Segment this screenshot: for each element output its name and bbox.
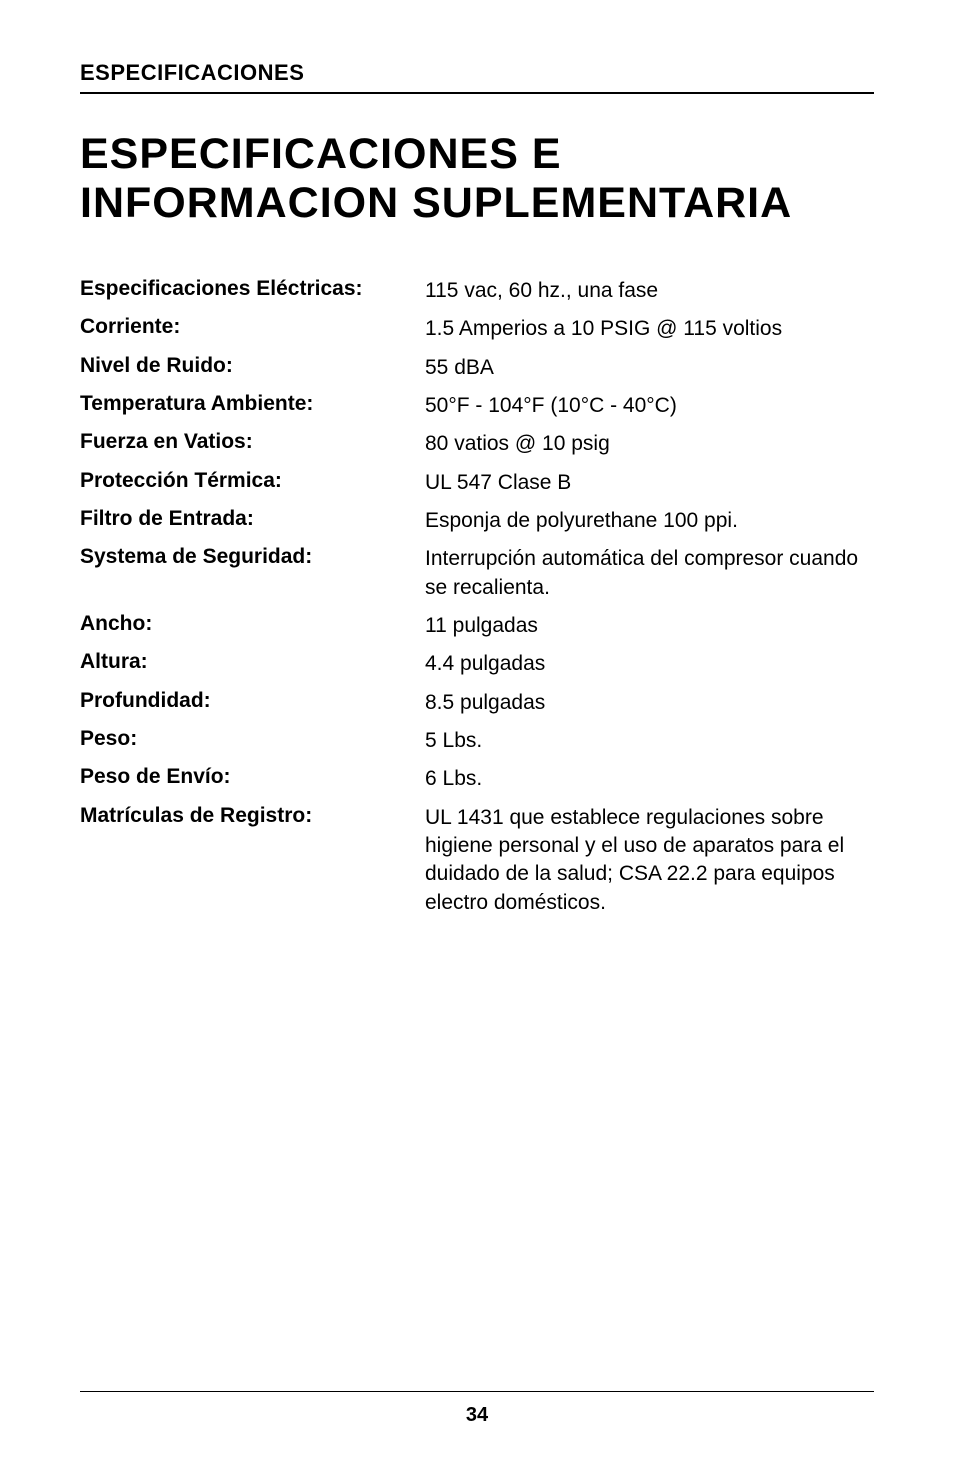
spec-row: Systema de Seguridad: Interrupción autom… bbox=[80, 545, 874, 602]
spec-value: 11 pulgadas bbox=[425, 612, 874, 640]
spec-label: Profundidad: bbox=[80, 689, 425, 713]
spec-value: 6 Lbs. bbox=[425, 765, 874, 793]
spec-label: Matrículas de Registro: bbox=[80, 804, 425, 828]
main-title: ESPECIFICACIONES E INFORMACION SUPLEMENT… bbox=[80, 130, 874, 229]
spec-row: Peso de Envío: 6 Lbs. bbox=[80, 765, 874, 793]
spec-value: Esponja de polyurethane 100 ppi. bbox=[425, 507, 874, 535]
spec-label: Filtro de Entrada: bbox=[80, 507, 425, 531]
spec-label: Peso: bbox=[80, 727, 425, 751]
page-footer: 34 bbox=[80, 1391, 874, 1427]
spec-value: UL 547 Clase B bbox=[425, 469, 874, 497]
spec-value: 55 dBA bbox=[425, 354, 874, 382]
spec-row: Corriente: 1.5 Amperios a 10 PSIG @ 115 … bbox=[80, 315, 874, 343]
main-title-line2: INFORMACION SUPLEMENTARIA bbox=[80, 179, 792, 227]
spec-table: Especificaciones Eléctricas: 115 vac, 60… bbox=[80, 277, 874, 917]
spec-label: Temperatura Ambiente: bbox=[80, 392, 425, 416]
spec-row: Temperatura Ambiente: 50°F - 104°F (10°C… bbox=[80, 392, 874, 420]
spec-label: Peso de Envío: bbox=[80, 765, 425, 789]
spec-label: Systema de Seguridad: bbox=[80, 545, 425, 569]
spec-value: Interrupción automática del compresor cu… bbox=[425, 545, 874, 602]
spec-value: 80 vatios @ 10 psig bbox=[425, 430, 874, 458]
spec-row: Altura: 4.4 pulgadas bbox=[80, 650, 874, 678]
spec-value: 4.4 pulgadas bbox=[425, 650, 874, 678]
spec-label: Corriente: bbox=[80, 315, 425, 339]
spec-row: Filtro de Entrada: Esponja de polyuretha… bbox=[80, 507, 874, 535]
spec-row: Ancho: 11 pulgadas bbox=[80, 612, 874, 640]
spec-row: Especificaciones Eléctricas: 115 vac, 60… bbox=[80, 277, 874, 305]
spec-value: 50°F - 104°F (10°C - 40°C) bbox=[425, 392, 874, 420]
spec-row: Nivel de Ruido: 55 dBA bbox=[80, 354, 874, 382]
page-number: 34 bbox=[466, 1404, 488, 1426]
spec-label: Nivel de Ruido: bbox=[80, 354, 425, 378]
section-header: ESPECIFICACIONES bbox=[80, 60, 874, 94]
spec-value: 8.5 pulgadas bbox=[425, 689, 874, 717]
spec-label: Fuerza en Vatios: bbox=[80, 430, 425, 454]
spec-value: 5 Lbs. bbox=[425, 727, 874, 755]
spec-row: Protección Térmica: UL 547 Clase B bbox=[80, 469, 874, 497]
spec-row: Profundidad: 8.5 pulgadas bbox=[80, 689, 874, 717]
spec-row: Peso: 5 Lbs. bbox=[80, 727, 874, 755]
main-title-line1: ESPECIFICACIONES E bbox=[80, 130, 562, 178]
spec-value: 115 vac, 60 hz., una fase bbox=[425, 277, 874, 305]
spec-value: 1.5 Amperios a 10 PSIG @ 115 voltios bbox=[425, 315, 874, 343]
spec-label: Altura: bbox=[80, 650, 425, 674]
spec-label: Especificaciones Eléctricas: bbox=[80, 277, 425, 301]
spec-row: Matrículas de Registro: UL 1431 que esta… bbox=[80, 804, 874, 917]
spec-value: UL 1431 que establece regulaciones sobre… bbox=[425, 804, 874, 917]
spec-label: Protección Térmica: bbox=[80, 469, 425, 493]
spec-label: Ancho: bbox=[80, 612, 425, 636]
spec-row: Fuerza en Vatios: 80 vatios @ 10 psig bbox=[80, 430, 874, 458]
